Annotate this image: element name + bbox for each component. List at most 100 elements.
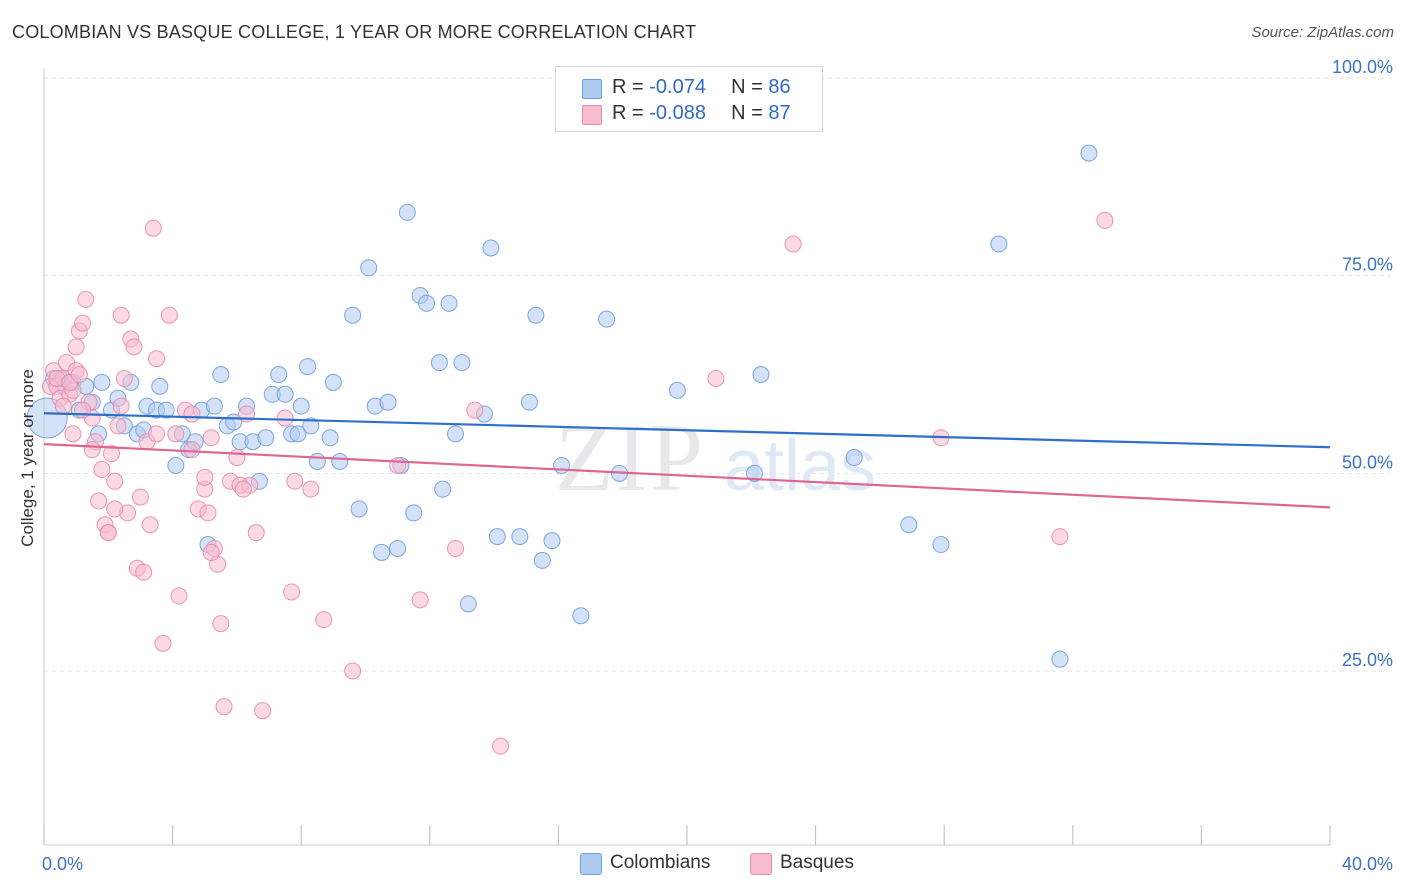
r-value: -0.074 bbox=[649, 76, 706, 98]
colombian-point bbox=[270, 366, 288, 384]
basque-point bbox=[196, 468, 214, 486]
basque-point bbox=[67, 338, 85, 356]
colombian-point bbox=[430, 354, 448, 372]
colombian-point bbox=[93, 373, 111, 391]
basque-point bbox=[247, 524, 265, 542]
basque-point bbox=[131, 488, 149, 506]
colombian-point bbox=[389, 539, 407, 557]
colombian-point bbox=[379, 393, 397, 411]
colombian-point bbox=[321, 429, 339, 447]
colombian-point bbox=[543, 532, 561, 550]
colombian-point bbox=[205, 397, 223, 415]
basque-point bbox=[148, 350, 166, 368]
basque-point bbox=[1051, 528, 1069, 546]
basque-trend-line bbox=[43, 443, 1331, 509]
axes-layer bbox=[43, 68, 1331, 846]
basque-point bbox=[93, 460, 111, 478]
n-label: N = bbox=[731, 76, 769, 98]
basque-point bbox=[109, 417, 127, 435]
basque-point bbox=[234, 480, 252, 498]
basque-point bbox=[90, 492, 108, 510]
colombian-point bbox=[553, 456, 571, 474]
legend-swatch-blue bbox=[582, 79, 602, 99]
tick-labels-layer: 25.0% 50.0% 75.0% 100.0% 0.0% 40.0% bbox=[42, 57, 1393, 874]
basque-point bbox=[160, 306, 178, 324]
basque-point bbox=[148, 425, 166, 443]
basque-point bbox=[170, 587, 188, 605]
basque-point bbox=[106, 472, 124, 490]
colombian-point bbox=[289, 425, 307, 443]
y-tick-label-0: 25.0% bbox=[1342, 650, 1393, 670]
basque-point bbox=[283, 583, 301, 601]
legend-swatch-pink bbox=[750, 853, 772, 875]
basque-point bbox=[447, 539, 465, 557]
basque-point bbox=[302, 480, 320, 498]
basque-point bbox=[54, 397, 72, 415]
basque-point bbox=[466, 401, 484, 419]
colombian-point bbox=[533, 551, 551, 569]
basque-point bbox=[183, 405, 201, 423]
r-label: R = bbox=[612, 76, 650, 98]
colombian-trend-line bbox=[43, 412, 1331, 449]
basque-point bbox=[74, 314, 92, 332]
colombian-point bbox=[418, 294, 436, 312]
basque-point bbox=[707, 369, 725, 387]
x-tick-label-1: 40.0% bbox=[1342, 854, 1393, 874]
colombian-point bbox=[157, 401, 175, 419]
basque-point bbox=[212, 615, 230, 633]
basque-point bbox=[135, 563, 153, 581]
basque-point bbox=[202, 429, 220, 447]
n-label: N = bbox=[731, 102, 769, 124]
basque-point bbox=[125, 338, 143, 356]
basque-point bbox=[254, 702, 272, 720]
basque-point bbox=[492, 737, 510, 755]
chart-title: COLOMBIAN VS BASQUE COLLEGE, 1 YEAR OR M… bbox=[12, 22, 697, 42]
basque-point bbox=[199, 504, 217, 522]
colombian-point bbox=[308, 453, 326, 470]
basque-point bbox=[74, 401, 92, 419]
colombian-point bbox=[398, 203, 416, 221]
colombian-point bbox=[511, 528, 529, 546]
colombian-point bbox=[845, 449, 863, 467]
colombian-point bbox=[276, 385, 294, 403]
watermark-atlas: atlas bbox=[724, 426, 876, 506]
colombian-point bbox=[302, 417, 320, 435]
basque-point bbox=[115, 369, 133, 387]
colombian-point bbox=[292, 397, 310, 415]
colombian-point bbox=[482, 239, 500, 257]
basque-point bbox=[77, 290, 95, 308]
legend-label-basques: Basques bbox=[780, 852, 854, 873]
colombian-point bbox=[900, 516, 918, 534]
n-value: 86 bbox=[768, 76, 791, 98]
basque-point bbox=[83, 441, 101, 459]
y-tick-label-2: 75.0% bbox=[1342, 255, 1393, 275]
colombian-point bbox=[434, 480, 452, 498]
basque-point bbox=[183, 441, 201, 459]
colombian-point bbox=[990, 235, 1008, 253]
colombian-point bbox=[440, 294, 458, 312]
colombian-point bbox=[932, 536, 950, 554]
legend-text-colombians: R = -0.074 N = 86 bbox=[612, 76, 791, 99]
colombian-point bbox=[344, 306, 362, 324]
basque-point bbox=[141, 516, 159, 534]
colombian-point bbox=[527, 306, 545, 324]
colombian-point bbox=[373, 543, 391, 561]
colombian-point bbox=[151, 377, 169, 395]
colombian-point bbox=[459, 595, 477, 613]
basque-point bbox=[64, 425, 82, 443]
colombian-point bbox=[212, 366, 230, 384]
colombian-point bbox=[299, 358, 317, 376]
colombian-point bbox=[752, 366, 770, 384]
legend-label-colombians: Colombians bbox=[610, 852, 711, 873]
basque-point bbox=[154, 634, 172, 652]
basque-point bbox=[202, 543, 220, 561]
watermark-zip: ZIP bbox=[555, 404, 705, 511]
basque-point bbox=[103, 445, 121, 463]
source-label: Source: ZipAtlas.com bbox=[1251, 24, 1394, 41]
colombian-point bbox=[257, 429, 275, 447]
colombian-point bbox=[520, 393, 538, 411]
colombian-point bbox=[1080, 144, 1098, 162]
colombian-point bbox=[331, 453, 349, 470]
colombian-point bbox=[405, 504, 423, 522]
